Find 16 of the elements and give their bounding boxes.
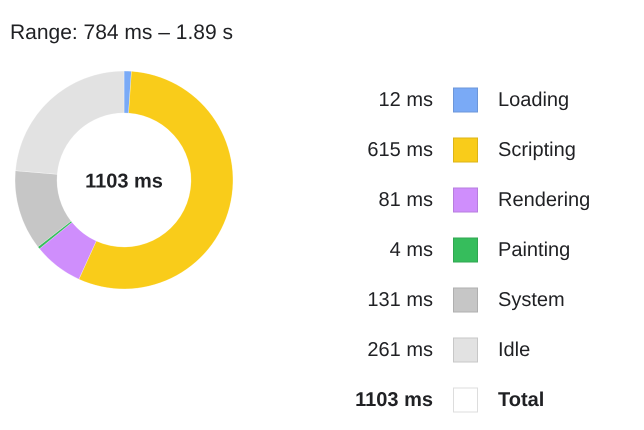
data-label: 615 ms <box>367 139 433 161</box>
text: 1103 ms <box>85 170 163 192</box>
data-label: 4 ms <box>390 239 433 261</box>
text: Total <box>498 389 544 411</box>
data-label: 131 ms <box>367 289 433 311</box>
text: 1103 ms <box>355 389 433 411</box>
data-label: 12 ms <box>378 89 433 111</box>
chart-title: Range: 784 ms – 1.89 s <box>10 21 233 44</box>
legend-label: Rendering <box>498 189 590 211</box>
legend-label: Loading <box>498 89 570 111</box>
data-label: 261 ms <box>367 339 433 361</box>
legend-label: Idle <box>498 339 530 361</box>
legend-label: Scripting <box>498 139 576 161</box>
legend-label: System <box>498 289 565 311</box>
data-label: 81 ms <box>378 189 433 211</box>
legend-label: Painting <box>498 239 570 261</box>
